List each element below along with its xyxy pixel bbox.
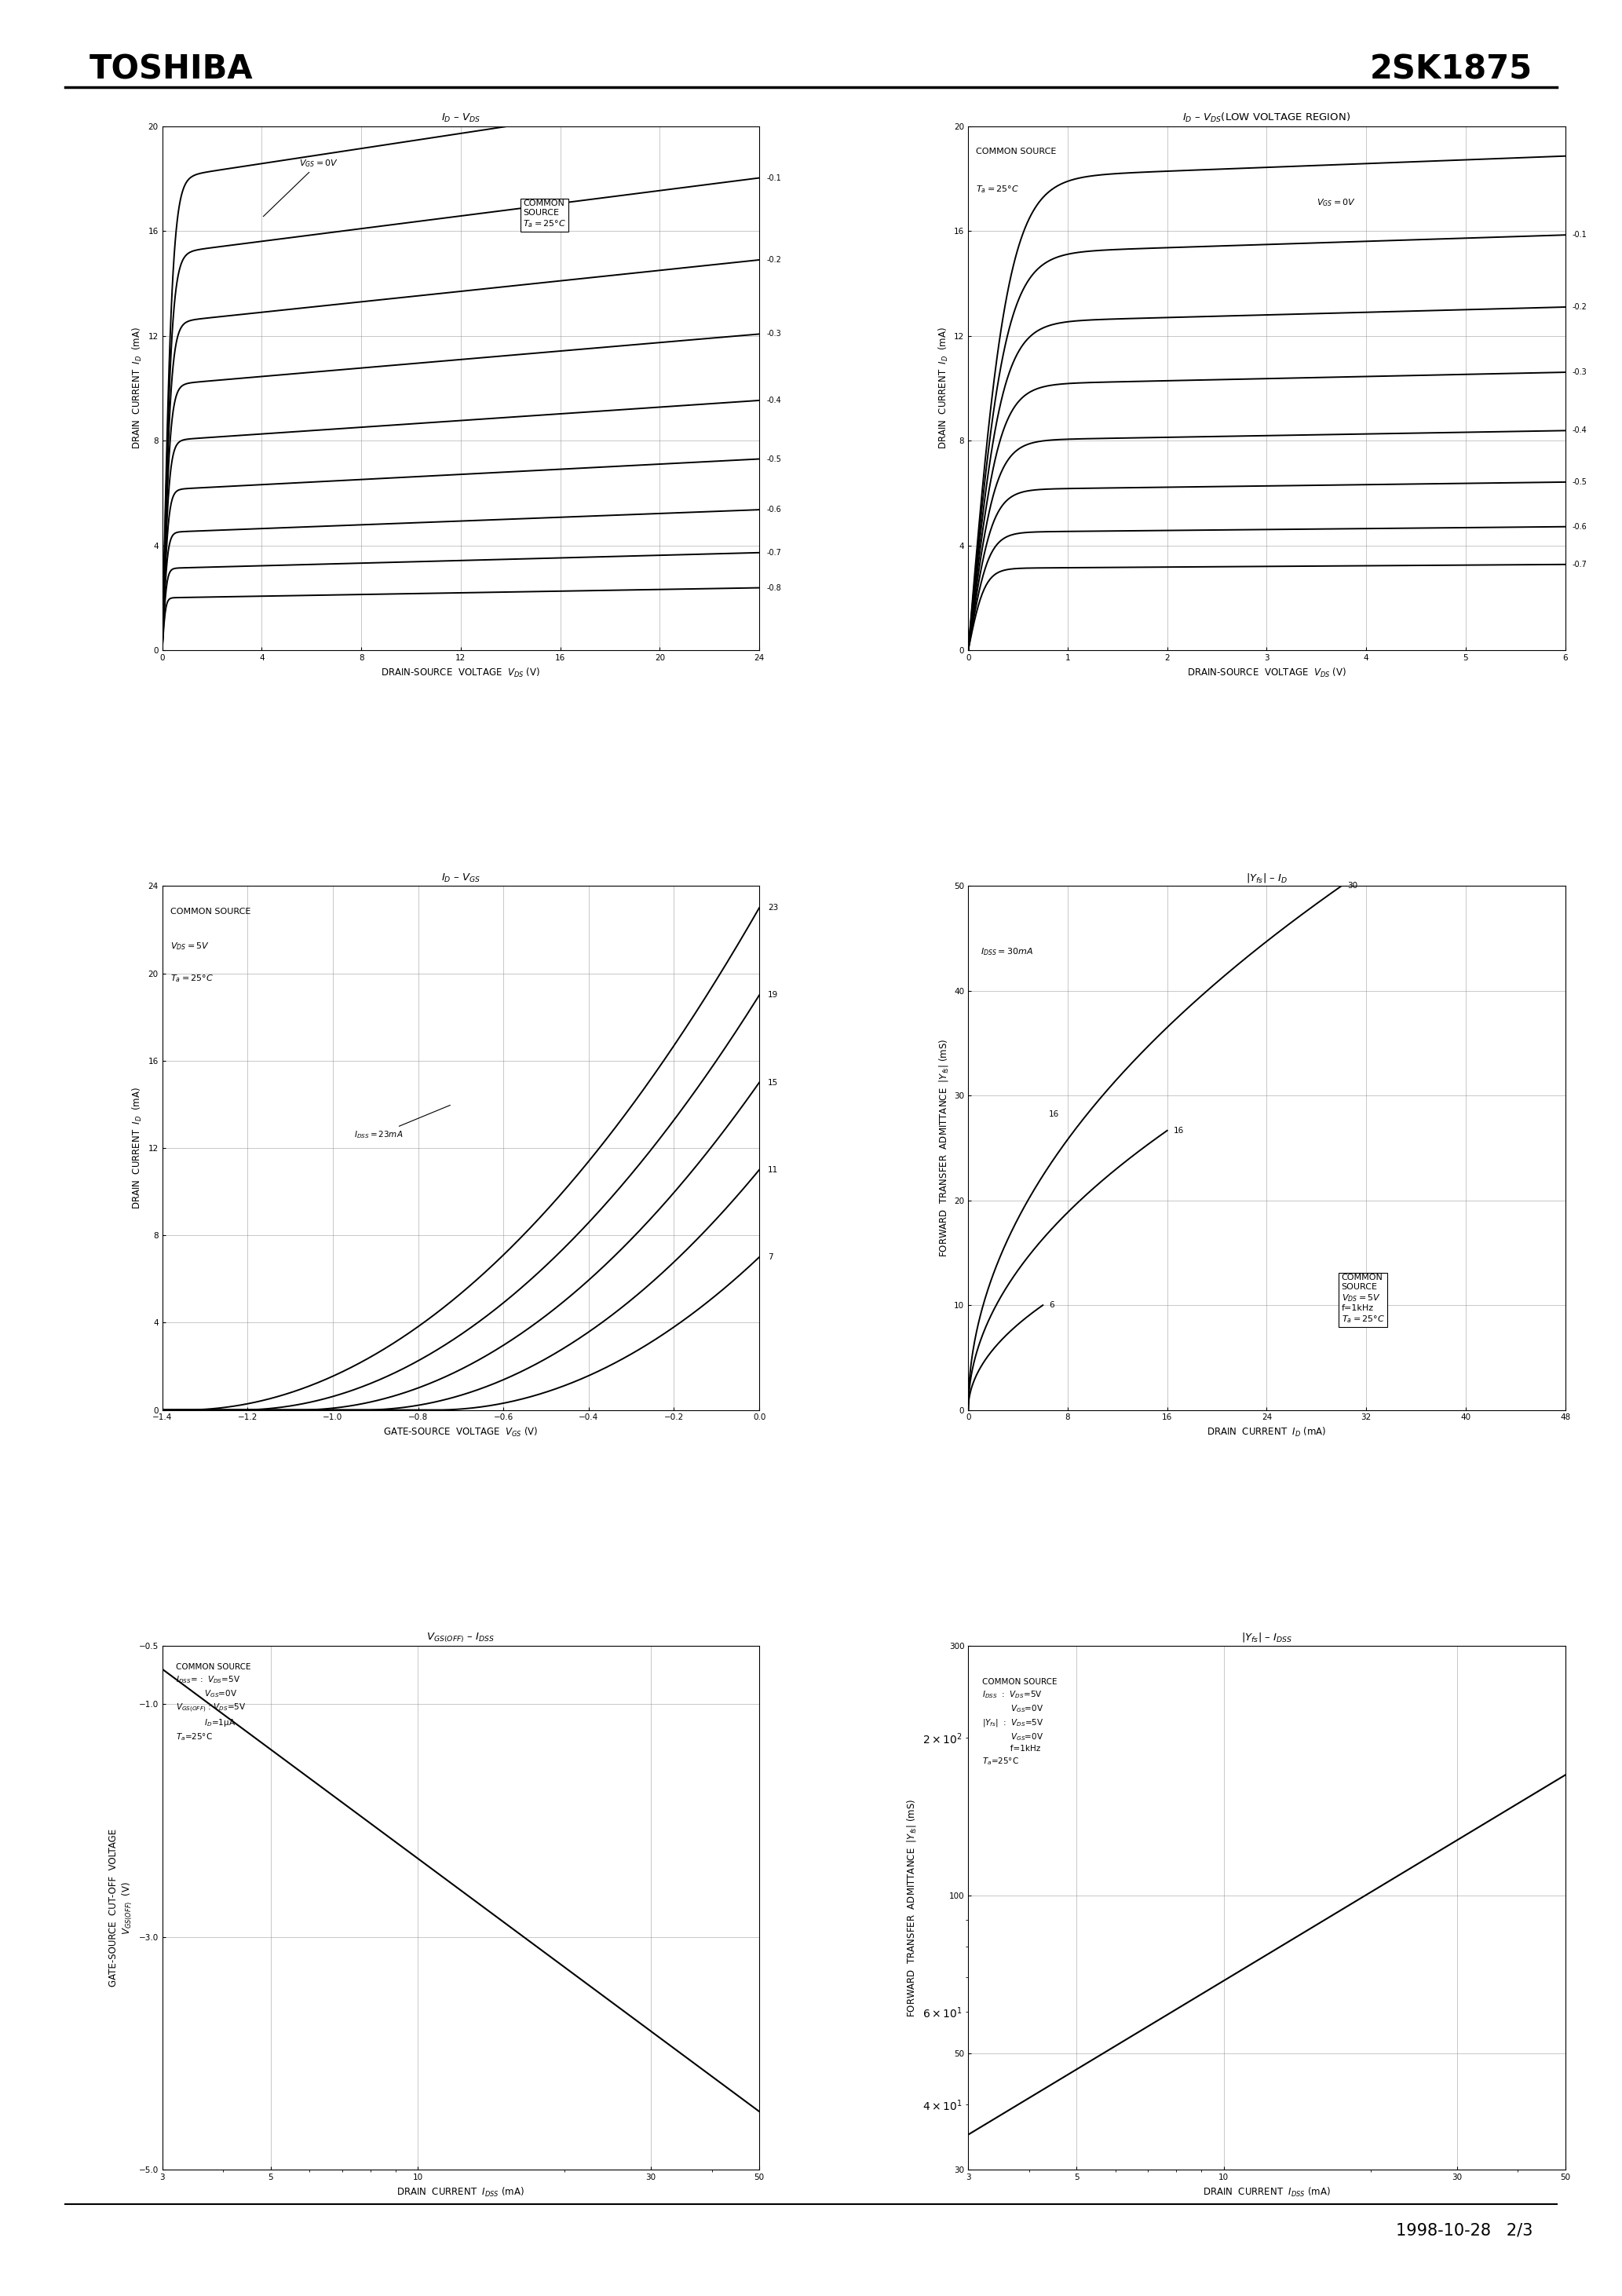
X-axis label: DRAIN  CURRENT  $I_{DSS}$ (mA): DRAIN CURRENT $I_{DSS}$ (mA) — [1204, 2186, 1330, 2197]
Text: COMMON SOURCE
$I_{DSS}$  :  $V_{DS}$=5V
           $V_{GS}$=0V
$|Y_{fs}|$  :  $V: COMMON SOURCE $I_{DSS}$ : $V_{DS}$=5V $V… — [981, 1678, 1058, 1766]
Title: $|Y_{fs}|$ – $I_{DSS}$: $|Y_{fs}|$ – $I_{DSS}$ — [1241, 1630, 1293, 1644]
Text: 16: 16 — [1173, 1127, 1184, 1134]
Text: 2SK1875: 2SK1875 — [1371, 53, 1533, 85]
Text: -0.2: -0.2 — [1572, 303, 1586, 310]
Y-axis label: DRAIN  CURRENT  $I_D$  (mA): DRAIN CURRENT $I_D$ (mA) — [131, 1086, 144, 1210]
X-axis label: DRAIN  CURRENT  $I_D$ (mA): DRAIN CURRENT $I_D$ (mA) — [1207, 1426, 1327, 1440]
Text: COMMON SOURCE: COMMON SOURCE — [976, 147, 1056, 156]
Text: 30: 30 — [1348, 882, 1358, 891]
Text: 19: 19 — [767, 992, 779, 999]
Y-axis label: DRAIN  CURRENT  $I_D$  (mA): DRAIN CURRENT $I_D$ (mA) — [131, 326, 144, 450]
Text: -0.1: -0.1 — [767, 174, 782, 181]
Text: 1998-10-28   2/3: 1998-10-28 2/3 — [1397, 2223, 1533, 2239]
Text: COMMON
SOURCE
$T_a=25°C$: COMMON SOURCE $T_a=25°C$ — [522, 200, 566, 230]
Text: -0.6: -0.6 — [1572, 523, 1586, 530]
Text: -0.7: -0.7 — [767, 549, 782, 556]
Y-axis label: FORWARD  TRANSFER  ADMITTANCE  $|Y_{fs}|$ (mS): FORWARD TRANSFER ADMITTANCE $|Y_{fs}|$ (… — [938, 1038, 950, 1258]
Text: $I_{DSS}=30mA$: $I_{DSS}=30mA$ — [981, 946, 1033, 957]
Text: 15: 15 — [767, 1079, 779, 1086]
Text: -0.4: -0.4 — [1572, 427, 1586, 434]
Text: -0.4: -0.4 — [767, 397, 782, 404]
Text: COMMON SOURCE
$I_{DSS}$= :  $V_{DS}$=5V
           $V_{GS}$=0V
$V_{GS(OFF)}$ : $: COMMON SOURCE $I_{DSS}$= : $V_{DS}$=5V $… — [175, 1662, 251, 1743]
Y-axis label: DRAIN  CURRENT  $I_D$  (mA): DRAIN CURRENT $I_D$ (mA) — [938, 326, 949, 450]
Text: 6: 6 — [1049, 1302, 1054, 1309]
Text: -0.2: -0.2 — [767, 255, 782, 264]
Text: -0.3: -0.3 — [767, 331, 782, 338]
Title: $V_{GS(OFF)}$ – $I_{DSS}$: $V_{GS(OFF)}$ – $I_{DSS}$ — [427, 1632, 495, 1644]
Text: TOSHIBA: TOSHIBA — [89, 53, 253, 85]
Title: $|Y_{fs}|$ – $I_D$: $|Y_{fs}|$ – $I_D$ — [1246, 872, 1288, 884]
Text: $V_{DS}=5V$: $V_{DS}=5V$ — [170, 941, 209, 951]
Text: -0.8: -0.8 — [767, 583, 782, 592]
Text: $T_a=25°C$: $T_a=25°C$ — [170, 974, 214, 985]
Text: -0.1: -0.1 — [1572, 232, 1586, 239]
Title: $I_D$ – $V_{DS}$: $I_D$ – $V_{DS}$ — [441, 113, 480, 124]
Text: $T_a=25°C$: $T_a=25°C$ — [976, 184, 1019, 195]
Text: COMMON SOURCE: COMMON SOURCE — [170, 907, 251, 916]
X-axis label: DRAIN-SOURCE  VOLTAGE  $V_{DS}$ (V): DRAIN-SOURCE VOLTAGE $V_{DS}$ (V) — [381, 666, 540, 680]
X-axis label: GATE-SOURCE  VOLTAGE  $V_{GS}$ (V): GATE-SOURCE VOLTAGE $V_{GS}$ (V) — [383, 1426, 539, 1440]
Text: -0.6: -0.6 — [767, 505, 782, 514]
Text: $I_{DSS}=23mA$: $I_{DSS}=23mA$ — [354, 1104, 451, 1141]
Text: COMMON
SOURCE
$V_{DS}=5V$
f=1kHz
$T_a=25°C$: COMMON SOURCE $V_{DS}=5V$ f=1kHz $T_a=25… — [1341, 1274, 1385, 1325]
Text: -0.5: -0.5 — [767, 455, 782, 464]
Text: 7: 7 — [767, 1254, 774, 1261]
Text: 16: 16 — [1049, 1111, 1059, 1118]
Text: -0.3: -0.3 — [1572, 367, 1586, 377]
Text: $V_{GS}=0V$: $V_{GS}=0V$ — [1317, 197, 1356, 209]
X-axis label: DRAIN-SOURCE  VOLTAGE  $V_{DS}$ (V): DRAIN-SOURCE VOLTAGE $V_{DS}$ (V) — [1187, 666, 1346, 680]
Title: $I_D$ – $V_{GS}$: $I_D$ – $V_{GS}$ — [441, 872, 480, 884]
Text: $V_{GS}=0V$: $V_{GS}=0V$ — [263, 158, 339, 216]
Title: $I_D$ – $V_{DS}$(LOW VOLTAGE REGION): $I_D$ – $V_{DS}$(LOW VOLTAGE REGION) — [1182, 113, 1351, 124]
X-axis label: DRAIN  CURRENT  $I_{DSS}$ (mA): DRAIN CURRENT $I_{DSS}$ (mA) — [397, 2186, 524, 2197]
Text: -0.7: -0.7 — [1572, 560, 1586, 569]
Y-axis label: FORWARD  TRANSFER  ADMITTANCE  $|Y_{fs}|$ (mS): FORWARD TRANSFER ADMITTANCE $|Y_{fs}|$ (… — [905, 1798, 918, 2018]
Text: 23: 23 — [767, 905, 779, 912]
Text: -0.5: -0.5 — [1572, 478, 1586, 487]
Y-axis label: GATE-SOURCE  CUT-OFF  VOLTAGE
$V_{GS(OFF)}$  (V): GATE-SOURCE CUT-OFF VOLTAGE $V_{GS(OFF)}… — [109, 1830, 135, 1986]
Text: 11: 11 — [767, 1166, 779, 1173]
